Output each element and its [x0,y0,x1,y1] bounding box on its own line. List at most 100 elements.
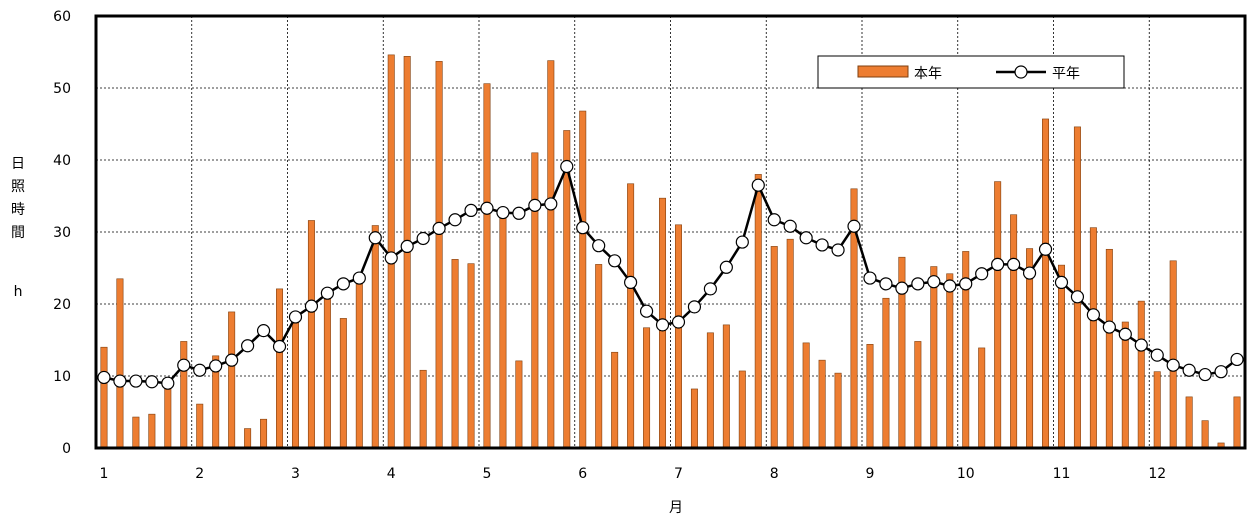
line-point [1182,363,1196,377]
y-tick-label: 0 [62,441,71,457]
legend-bar-label: 本年 [914,66,942,82]
line-point [1007,257,1021,271]
x-tick-label: 8 [770,466,779,482]
line-point [288,310,303,324]
line-point [959,277,973,291]
bar [1057,264,1065,449]
y-tick-label: 20 [53,297,71,313]
y-tick-label: 40 [53,153,71,169]
line-point [847,219,861,233]
line-point [352,271,366,285]
y-tick-label: 30 [53,225,71,241]
line-point [320,286,334,300]
bar [515,360,523,449]
bar [722,324,730,449]
line-point [464,203,478,217]
x-tick-label: 1 [100,466,109,482]
line-point [671,315,686,329]
bar [738,370,746,449]
line-point [879,277,893,291]
bar [946,273,954,449]
line-point [432,221,446,235]
line-point [863,271,877,285]
line-point [193,363,207,377]
line-point [735,235,749,249]
x-axis-label: 月 [669,500,683,516]
bar [531,152,539,449]
line-point [927,275,941,289]
bar [355,277,363,449]
legend-bar-swatch [857,65,909,78]
y-axis-label-char: 時 [11,202,25,218]
y-axis-label-char: 日 [11,156,25,172]
bar [1089,227,1097,449]
bar [276,288,284,449]
bar [643,327,651,449]
bar [483,83,491,449]
x-tick-label: 4 [387,466,396,482]
line-point [751,178,765,192]
bar [1042,118,1050,449]
line-point [161,376,175,390]
line-point [767,213,781,227]
line-point [1214,365,1228,379]
line-point [480,201,494,215]
bar [132,416,140,449]
normal-year-line [103,162,1238,385]
x-tick-label: 9 [866,466,875,482]
bar-series-current-year [100,54,1241,449]
line-point [624,275,638,289]
line-point [639,304,654,318]
line-point [1038,242,1053,256]
bar [930,266,938,449]
y-tick-label: 50 [53,81,71,97]
line-point [209,359,223,373]
bar [260,418,268,449]
bar [307,220,315,449]
line-point [416,231,430,246]
line-point [1070,290,1085,304]
bar [754,174,762,449]
plot-frame [94,14,1247,450]
bar [674,224,682,449]
bar [547,60,555,449]
y-tick-label: 10 [53,369,71,385]
line-point [975,267,989,281]
line-point [1166,358,1180,372]
line-point [241,339,255,353]
bar [180,341,188,449]
line-point [831,243,845,257]
x-tick-label: 10 [957,466,975,482]
bar [228,311,236,449]
line-point [1118,327,1132,341]
x-tick-label: 3 [291,466,300,482]
x-tick-label: 5 [483,466,492,482]
bar [164,386,172,449]
bar [834,372,842,449]
x-tick-labels: 1 2 3 4 5 6 7 8 9 10 11 12 [100,466,1167,482]
bar [1185,396,1193,449]
x-tick-label: 12 [1148,466,1166,482]
line-point [719,260,733,274]
y-axis-unit: h [14,284,23,300]
line-point [97,370,111,385]
line-point [1198,367,1212,382]
x-tick-label: 7 [674,466,683,482]
bar [818,359,826,449]
line-point [815,238,829,252]
bar [435,61,443,449]
bar [1105,248,1113,449]
line-point [1134,338,1148,352]
bar [100,346,108,449]
bar [467,263,475,449]
line-point [1230,352,1244,367]
bar [1233,396,1241,449]
y-axis-label-char: 照 [11,179,25,195]
bar [994,181,1002,449]
line-point [703,282,717,296]
bar [323,297,331,449]
bar [116,278,124,449]
bar [339,318,347,449]
